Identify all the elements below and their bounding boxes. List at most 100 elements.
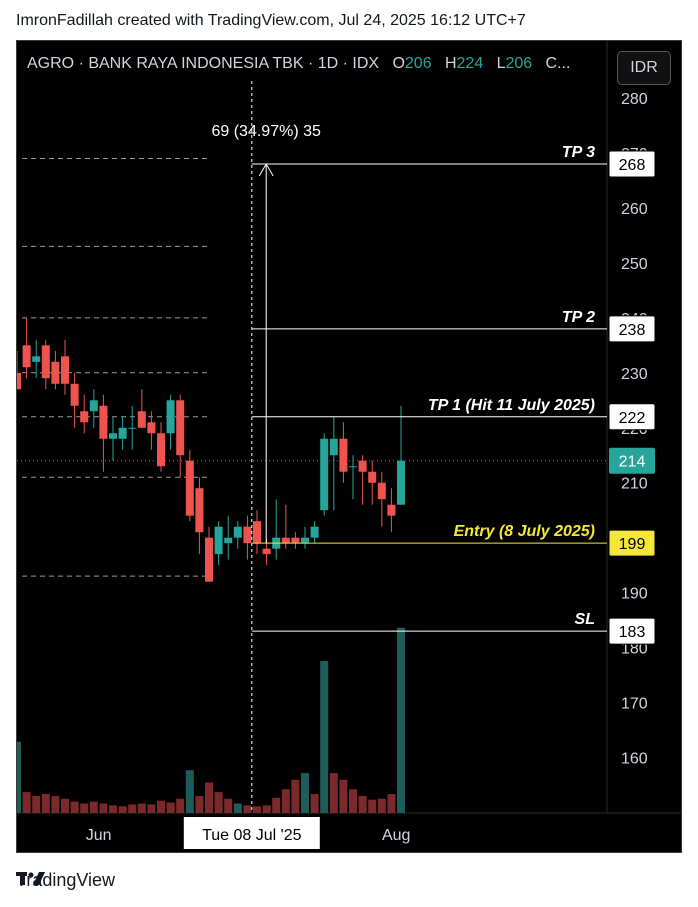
current-price-tag-box bbox=[609, 447, 655, 474]
volume-bar bbox=[80, 803, 89, 813]
chart-panel[interactable]: 160170180190200210220230240250260270280T… bbox=[16, 40, 682, 853]
level-label: Entry (8 July 2025) bbox=[454, 523, 595, 540]
legend-low-label: L bbox=[496, 55, 506, 72]
measure-arrowhead bbox=[258, 162, 274, 177]
volume-bar bbox=[272, 797, 281, 813]
candle-body bbox=[397, 460, 405, 505]
volume-bar bbox=[262, 805, 271, 813]
candle-body bbox=[89, 400, 98, 412]
volume-bar bbox=[301, 773, 309, 813]
volume-bar bbox=[339, 779, 348, 813]
volume-bar bbox=[70, 801, 79, 813]
tradingview-logo-icon bbox=[16, 872, 45, 885]
candle-body bbox=[301, 537, 309, 544]
legend-high-value: 224 bbox=[456, 55, 484, 72]
volume-bar bbox=[281, 789, 290, 813]
volume-bar bbox=[118, 806, 127, 813]
volume-bar bbox=[349, 789, 357, 813]
price-tag-box bbox=[608, 403, 656, 431]
candle-body bbox=[387, 504, 396, 516]
candle-body bbox=[339, 438, 348, 472]
volume-bar bbox=[253, 806, 261, 813]
volume-bar bbox=[214, 792, 223, 813]
candle-body bbox=[281, 537, 290, 544]
volume-bar bbox=[22, 792, 31, 813]
candle-body bbox=[176, 400, 185, 456]
volume-bar bbox=[320, 661, 329, 813]
candle-body bbox=[262, 548, 271, 555]
volume-bar bbox=[358, 795, 367, 813]
volume-bar bbox=[368, 799, 377, 813]
volume-bar bbox=[329, 773, 338, 813]
crosshair-date-label: Tue 08 Jul '25 bbox=[202, 827, 302, 844]
y-tick-label: 180 bbox=[621, 641, 648, 658]
currency-button[interactable]: IDR bbox=[617, 51, 671, 85]
candle-body bbox=[166, 400, 175, 434]
candle-body bbox=[358, 460, 367, 472]
price-tag-label: 268 bbox=[619, 157, 646, 174]
y-tick-label: 280 bbox=[621, 91, 648, 108]
volume-bar bbox=[17, 741, 21, 813]
candle-body bbox=[310, 526, 319, 538]
volume-bar bbox=[51, 795, 60, 813]
volume-bar bbox=[32, 795, 41, 813]
price-tag-box bbox=[608, 529, 656, 557]
candle-body bbox=[137, 411, 146, 428]
candle-body bbox=[70, 383, 79, 406]
candle-body bbox=[329, 438, 338, 456]
candlestick-chart[interactable]: 160170180190200210220230240250260270280T… bbox=[17, 41, 682, 853]
candle-body bbox=[41, 345, 50, 379]
candle-body bbox=[320, 438, 329, 511]
volume-bar bbox=[99, 803, 108, 813]
level-label: TP 3 bbox=[562, 144, 595, 161]
price-tag-box bbox=[608, 150, 656, 178]
candle-body bbox=[185, 460, 194, 516]
candle-body bbox=[17, 372, 21, 390]
legend-open-label: O bbox=[392, 55, 405, 72]
candle-body bbox=[214, 526, 223, 555]
x-tick-label: Aug bbox=[382, 827, 410, 844]
legend-symbol: AGRO · BANK RAYA INDONESIA TBK · 1D · ID… bbox=[27, 55, 380, 72]
volume-bar bbox=[128, 804, 137, 813]
price-tag-label: 183 bbox=[619, 624, 646, 641]
volume-bar bbox=[41, 794, 50, 813]
candle-body bbox=[377, 482, 386, 500]
measure-label: 69 (34.97%) 35 bbox=[211, 123, 321, 140]
volume-bar bbox=[109, 805, 117, 813]
price-tag-label: 222 bbox=[619, 410, 646, 427]
crosshair-date-box bbox=[183, 817, 320, 849]
volume-bar bbox=[157, 800, 165, 813]
candle-body bbox=[99, 405, 108, 439]
volume-bar bbox=[89, 801, 98, 813]
candle-body bbox=[51, 361, 60, 384]
candle-body bbox=[157, 433, 165, 467]
legend-open-value: 206 bbox=[404, 55, 432, 72]
volume-bar bbox=[243, 805, 252, 813]
volume-bar bbox=[397, 627, 405, 813]
footer-branding: TradingView bbox=[16, 870, 115, 891]
volume-bar bbox=[61, 798, 69, 813]
y-tick-label: 230 bbox=[621, 366, 648, 383]
volume-bar bbox=[185, 770, 194, 813]
volume-bar bbox=[147, 804, 156, 813]
candle-body bbox=[224, 537, 233, 544]
candle-body bbox=[109, 433, 117, 439]
x-tick-label: Jun bbox=[86, 827, 112, 844]
volume-bar bbox=[137, 803, 146, 813]
volume-bar bbox=[291, 779, 300, 813]
candle-body bbox=[243, 526, 252, 544]
volume-bar bbox=[377, 798, 386, 813]
candle-body bbox=[195, 488, 204, 533]
volume-bar bbox=[176, 798, 185, 813]
chart-credit: ImronFadillah created with TradingView.c… bbox=[16, 12, 526, 29]
legend-high-label: H bbox=[444, 55, 457, 72]
volume-bar bbox=[166, 802, 175, 813]
candle-body bbox=[128, 427, 137, 429]
symbol-legend: AGRO · BANK RAYA INDONESIA TBK · 1D · ID… bbox=[27, 55, 570, 73]
level-label: SL bbox=[575, 611, 595, 628]
candle-body bbox=[32, 356, 41, 362]
level-label: TP 2 bbox=[562, 309, 595, 326]
candle-body bbox=[80, 411, 89, 423]
candle-body bbox=[22, 345, 31, 368]
volume-bar bbox=[387, 794, 396, 813]
